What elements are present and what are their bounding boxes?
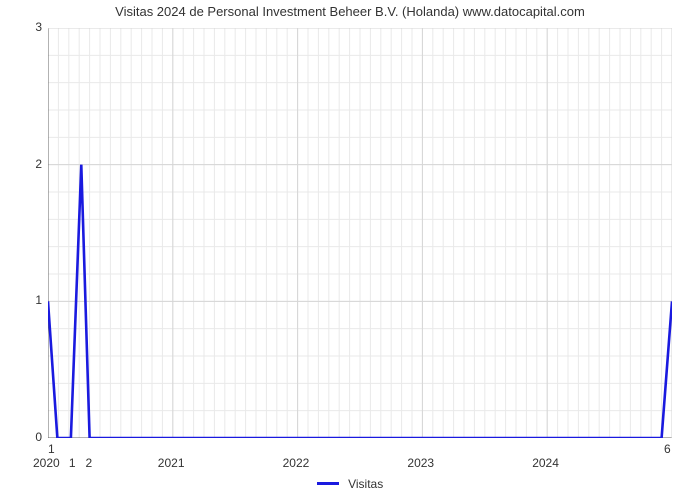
x-tick-label: 2024 (532, 456, 559, 470)
x-tick-label: 2020 (33, 456, 60, 470)
x-tick-label: 2022 (283, 456, 310, 470)
chart-title: Visitas 2024 de Personal Investment Behe… (0, 4, 700, 19)
legend-label: Visitas (348, 477, 383, 491)
y-tick-label: 1 (35, 293, 42, 307)
x-corner-label: 1 (48, 442, 55, 456)
legend-swatch (317, 482, 339, 485)
y-tick-label: 3 (35, 20, 42, 34)
chart-legend: Visitas (0, 476, 700, 491)
chart-plot (48, 28, 672, 438)
x-tick-label: 2023 (407, 456, 434, 470)
x-corner-label: 6 (664, 442, 671, 456)
y-tick-label: 2 (35, 157, 42, 171)
x-secondary-tick-label: 2 (86, 456, 93, 470)
y-tick-label: 0 (35, 430, 42, 444)
x-tick-label: 2021 (158, 456, 185, 470)
x-secondary-tick-label: 1 (69, 456, 76, 470)
chart-container: Visitas 2024 de Personal Investment Behe… (0, 0, 700, 500)
